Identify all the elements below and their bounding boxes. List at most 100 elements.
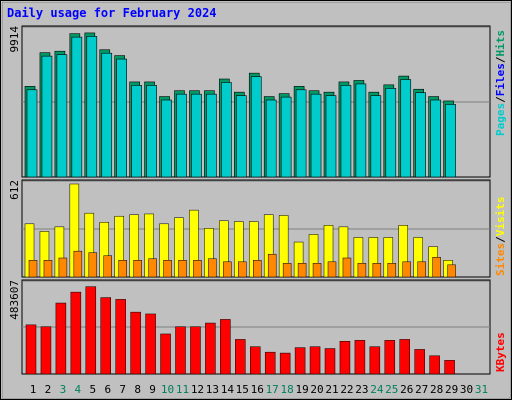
kbytes-bar — [40, 326, 52, 375]
kbytes-ymax-label: 483607 — [8, 280, 21, 320]
files-bar — [355, 83, 367, 178]
kbytes-bar — [220, 319, 231, 375]
day-label: 26 — [400, 383, 413, 396]
day-label: 16 — [251, 383, 264, 396]
sites-bar — [43, 260, 53, 278]
kbytes-bar — [264, 351, 276, 375]
kbytes-bar — [145, 313, 156, 375]
kbytes-bar — [25, 324, 37, 375]
sites-bar — [282, 263, 292, 278]
sites-bar — [28, 260, 38, 278]
kbytes-bar — [250, 346, 261, 375]
day-label: 6 — [104, 383, 111, 396]
sites-bar — [402, 261, 411, 278]
day-label: 10 — [161, 383, 174, 396]
day-label: 27 — [415, 383, 428, 396]
kbytes-bar — [115, 299, 126, 375]
kbytes-bar — [205, 322, 216, 375]
day-label: 5 — [89, 383, 96, 396]
kbytes-bar — [160, 333, 171, 375]
sites-bar — [447, 264, 456, 278]
kbytes-bar — [55, 302, 67, 375]
kbytes-bar — [130, 311, 141, 375]
hits-legend-part: Files — [494, 63, 507, 96]
files-bar — [56, 54, 68, 178]
kbytes-bar — [399, 339, 410, 375]
kbytes-bar — [414, 349, 425, 375]
day-label: 31 — [475, 383, 488, 396]
day-label: 18 — [281, 383, 294, 396]
files-bar — [340, 85, 352, 178]
sites-bar — [238, 261, 247, 278]
files-bar — [71, 36, 83, 178]
files-bar — [370, 95, 382, 178]
visits-legend-part: / — [494, 236, 507, 243]
day-label: 21 — [325, 383, 338, 396]
day-label: 9 — [149, 383, 156, 396]
visits-legend: Sites/Visits — [494, 197, 507, 277]
kbytes-bar — [294, 347, 306, 375]
sites-bar — [387, 263, 397, 278]
sites-bar — [372, 263, 382, 278]
sites-bar — [58, 257, 68, 278]
day-label: 7 — [119, 383, 126, 396]
sites-bar — [223, 261, 232, 278]
sites-bar — [133, 260, 142, 278]
kbytes-bar — [354, 340, 366, 375]
day-label: 13 — [206, 383, 219, 396]
day-label: 25 — [385, 383, 398, 396]
day-label: 14 — [221, 383, 235, 396]
day-label: 20 — [310, 383, 323, 396]
sites-bar — [73, 250, 83, 278]
sites-bar — [88, 252, 98, 278]
day-label: 3 — [60, 383, 67, 396]
kbytes-bar — [235, 339, 246, 375]
day-label: 23 — [355, 383, 368, 396]
sites-bar — [178, 260, 187, 278]
files-bar — [385, 88, 397, 178]
kbytes-bar — [279, 352, 291, 375]
files-bar — [445, 104, 456, 178]
sites-bar — [103, 255, 112, 278]
files-bar — [250, 76, 262, 178]
files-bar — [310, 93, 322, 178]
sites-bar — [163, 260, 172, 278]
files-bar — [295, 89, 307, 178]
sites-bar — [312, 263, 322, 278]
visits-legend-part: Visits — [494, 197, 507, 237]
sites-bar — [253, 260, 262, 278]
day-label: 30 — [460, 383, 473, 396]
day-label: 28 — [430, 383, 443, 396]
kbytes-bar — [100, 297, 111, 375]
files-bar — [415, 92, 427, 178]
kbytes-bar — [85, 286, 97, 375]
visits-legend-part: Sites — [494, 243, 507, 276]
visits-ymax-label: 612 — [8, 180, 21, 200]
kbytes-bar — [309, 346, 321, 375]
hits-legend: Pages/Files/Hits — [494, 30, 507, 136]
kbytes-bar — [339, 340, 351, 375]
files-bar — [236, 95, 247, 178]
kbytes-bar — [384, 340, 396, 375]
sites-bar — [357, 263, 367, 278]
files-bar — [101, 52, 113, 178]
sites-bar — [118, 260, 127, 278]
day-label: 17 — [266, 383, 279, 396]
files-bar — [265, 99, 277, 178]
kbytes-bar — [190, 326, 201, 375]
kbytes-legend: KBytes — [494, 332, 507, 372]
day-label: 2 — [45, 383, 52, 396]
files-bar — [41, 55, 53, 178]
sites-bar — [432, 256, 441, 278]
kbytes-legend-part: KBytes — [494, 332, 507, 372]
day-label: 15 — [236, 383, 249, 396]
kbytes-bar — [70, 291, 82, 375]
hits-legend-part: / — [494, 96, 507, 103]
hits-legend-part: Pages — [494, 103, 507, 136]
sites-bar — [208, 258, 217, 278]
sites-bar — [342, 257, 352, 278]
day-label: 24 — [370, 383, 384, 396]
sites-bar — [417, 261, 426, 278]
files-bar — [26, 89, 38, 178]
